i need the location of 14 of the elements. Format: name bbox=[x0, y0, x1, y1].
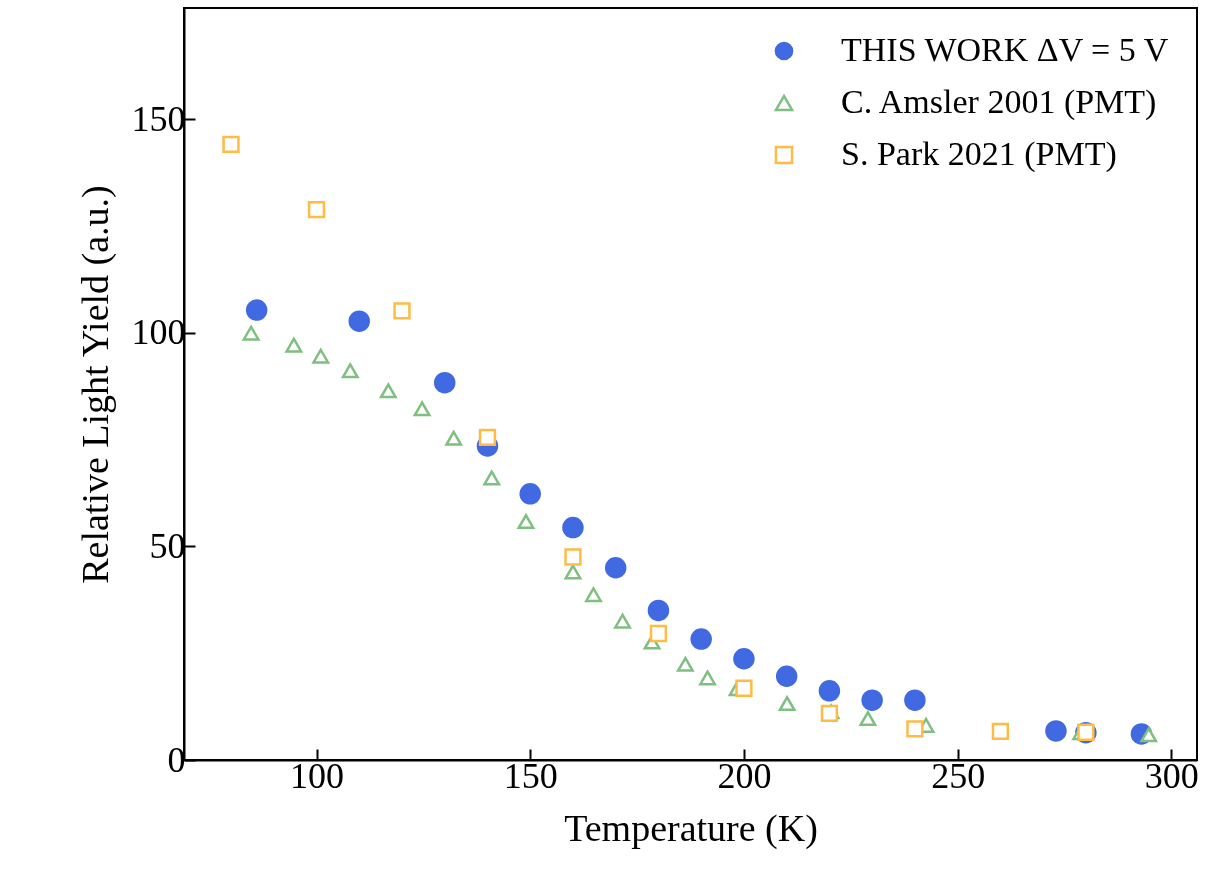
x-tick-label: 200 bbox=[717, 755, 772, 796]
y-tick-label: 50 bbox=[149, 525, 186, 566]
y-tick-label: 100 bbox=[131, 312, 186, 353]
legend-label: S. Park 2021 (PMT) bbox=[841, 135, 1117, 173]
x-tick-label: 150 bbox=[503, 755, 558, 796]
y-tick-label: 0 bbox=[167, 739, 186, 780]
legend-label: THIS WORK ΔV = 5 V bbox=[841, 31, 1169, 68]
y-tick-label: 150 bbox=[131, 98, 186, 139]
x-tick-label: 300 bbox=[1144, 755, 1199, 796]
y-axis-title: Relative Light Yield (a.u.) bbox=[73, 185, 117, 584]
x-tick-label: 100 bbox=[290, 755, 344, 796]
x-tick-label: 250 bbox=[931, 755, 986, 796]
x-axis-title: Temperature (K) bbox=[564, 806, 818, 850]
legend-label: C. Amsler 2001 (PMT) bbox=[841, 83, 1157, 121]
